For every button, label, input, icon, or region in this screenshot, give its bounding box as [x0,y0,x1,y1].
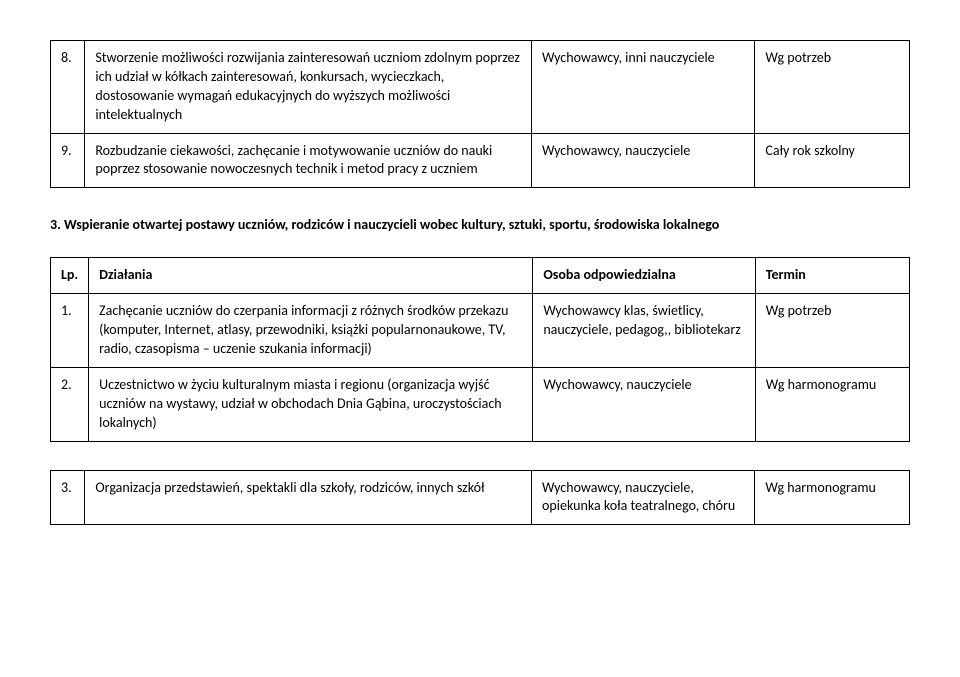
section-title: 3. Wspieranie otwartej postawy uczniów, … [50,216,910,233]
cell-num: 8. [51,41,85,134]
cell-who: Wychowawcy, nauczyciele [532,133,755,188]
table-1: 8. Stworzenie możliwości rozwijania zain… [50,40,910,188]
cell-who: Wychowawcy, nauczyciele [533,367,755,441]
cell-term: Wg harmonogramu [755,470,910,525]
table-3: 3. Organizacja przedstawień, spektakli d… [50,470,910,526]
table-row: 8. Stworzenie możliwości rozwijania zain… [51,41,910,134]
header-who: Osoba odpowiedzialna [533,258,755,294]
table-row: 1. Zachęcanie uczniów do czerpania infor… [51,294,910,368]
cell-num: 1. [51,294,89,368]
cell-desc: Organizacja przedstawień, spektakli dla … [85,470,532,525]
cell-term: Wg harmonogramu [755,367,909,441]
cell-num: 2. [51,367,89,441]
cell-num: 9. [51,133,85,188]
header-desc: Działania [89,258,533,294]
cell-desc: Stworzenie możliwości rozwijania zainter… [85,41,532,134]
cell-desc: Uczestnictwo w życiu kulturalnym miasta … [89,367,533,441]
cell-desc: Rozbudzanie ciekawości, zachęcanie i mot… [85,133,532,188]
cell-who: Wychowawcy klas, świetlicy, nauczyciele,… [533,294,755,368]
table-row: 2. Uczestnictwo w życiu kulturalnym mias… [51,367,910,441]
table-row: 3. Organizacja przedstawień, spektakli d… [51,470,910,525]
cell-who: Wychowawcy, nauczyciele, opiekunka koła … [532,470,755,525]
cell-desc: Zachęcanie uczniów do czerpania informac… [89,294,533,368]
table-2: Lp. Działania Osoba odpowiedzialna Termi… [50,257,910,441]
header-num: Lp. [51,258,89,294]
table-row: 9. Rozbudzanie ciekawości, zachęcanie i … [51,133,910,188]
cell-term: Cały rok szkolny [755,133,910,188]
cell-num: 3. [51,470,85,525]
cell-term: Wg potrzeb [755,41,910,134]
header-term: Termin [755,258,909,294]
cell-who: Wychowawcy, inni nauczyciele [532,41,755,134]
table-header-row: Lp. Działania Osoba odpowiedzialna Termi… [51,258,910,294]
cell-term: Wg potrzeb [755,294,909,368]
